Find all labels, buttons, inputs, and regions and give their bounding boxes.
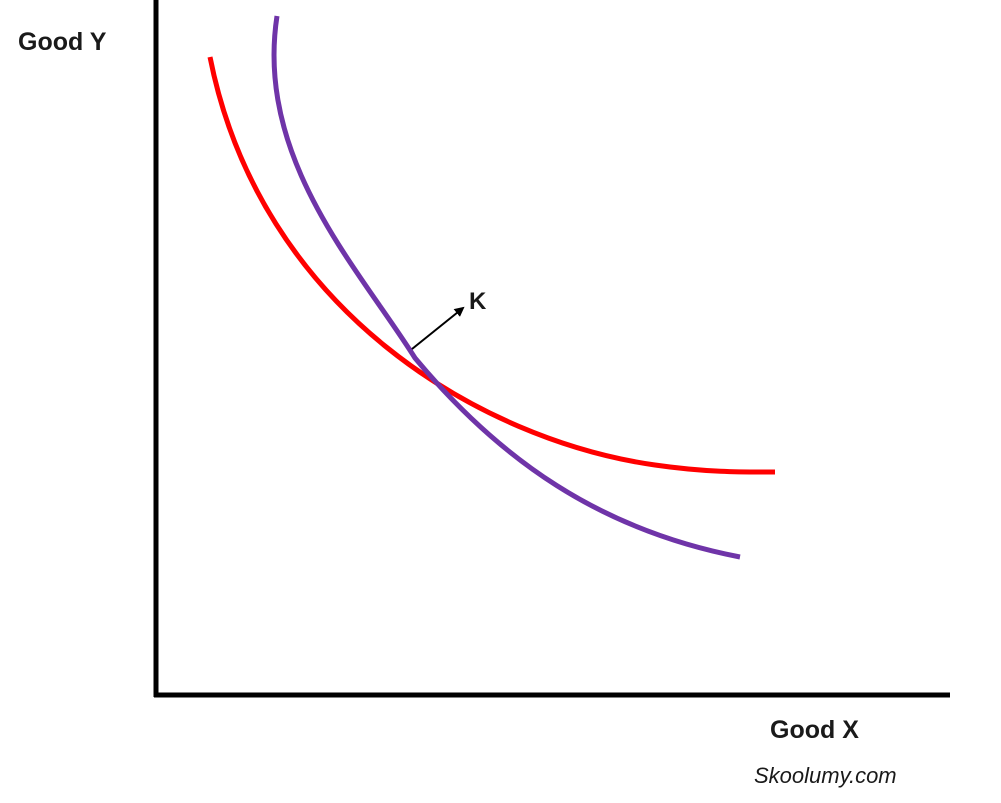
x-axis-label: Good X <box>770 716 859 744</box>
watermark-text: Skoolumy.com <box>754 763 897 788</box>
red-curve <box>207 56 776 475</box>
point-k-label: K <box>469 288 487 315</box>
arrow-to-k <box>411 306 465 350</box>
purple-curve <box>271 15 741 560</box>
y-axis-label: Good Y <box>18 28 107 56</box>
